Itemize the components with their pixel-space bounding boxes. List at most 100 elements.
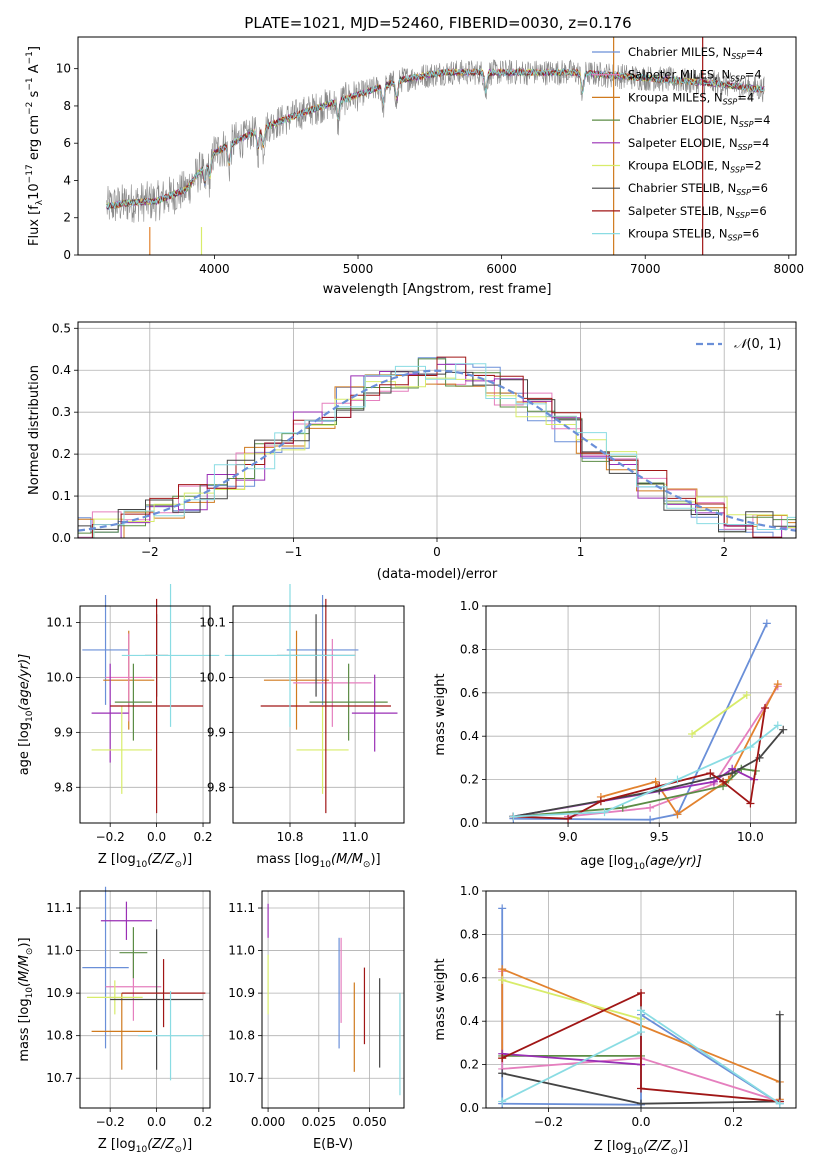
x-tick-label: 10.8 xyxy=(277,830,304,844)
mass-weight-marker xyxy=(673,810,682,819)
x-axis-label: E(B-V) xyxy=(313,1137,353,1152)
x-tick-label: 5000 xyxy=(343,262,374,276)
axes-frame xyxy=(77,36,797,256)
axes-frame xyxy=(79,890,211,1109)
mass-weight-marker xyxy=(761,703,769,712)
y-tick-label: 11.0 xyxy=(46,944,73,958)
x-axis-label: Z [log10(Z/Z⊙)] xyxy=(98,1137,192,1155)
mass-weight-marker xyxy=(637,1099,645,1108)
mass-weight-line-6 xyxy=(502,1014,781,1105)
mass-weight-marker xyxy=(498,1097,507,1106)
panel-age-vs-z: −0.2 0.0 0.2 9.8 9.9 10.0 10.1 Z [log10(Z/Z⊙)] a… xyxy=(17,584,220,870)
panel-mass-vs-z: −0.2 0.0 0.2 10.7 10.8 10.9 11.0 11.1 Z [log10(Z… xyxy=(17,886,213,1155)
y-tick-label: 10 xyxy=(56,62,71,76)
x-tick-label: 8000 xyxy=(774,262,805,276)
axes-frame xyxy=(79,605,211,824)
x-axis-label: age [log10(age/yr)] xyxy=(580,854,702,872)
y-tick-label: 9.9 xyxy=(207,725,226,739)
mass-weight-marker xyxy=(779,725,788,734)
x-tick-label: −0.2 xyxy=(96,1115,125,1129)
x-tick-label: 10.0 xyxy=(737,830,764,844)
x-tick-label: −1 xyxy=(285,545,303,559)
x-axis-label: wavelength [Angstrom, rest frame] xyxy=(323,282,552,297)
legend-label-6: Chabrier STELIB, NSSP=6 xyxy=(628,181,768,197)
y-axis-label: age [log10(age/yr)] xyxy=(17,654,35,776)
legend-label-2: Kroupa MILES, NSSP=4 xyxy=(628,90,754,106)
mass-weight-marker xyxy=(719,777,728,786)
y-tick-label: 0.1 xyxy=(52,489,71,503)
y-tick-label: 0.0 xyxy=(460,816,479,830)
y-axis-label: mass weight xyxy=(433,958,448,1040)
y-tick-label: 10.7 xyxy=(46,1071,73,1085)
y-tick-label: 0.2 xyxy=(460,773,479,787)
legend-label-7: Salpeter STELIB, NSSP=6 xyxy=(628,204,767,220)
x-axis-label: Z [log10(Z/Z⊙)] xyxy=(594,1139,688,1157)
x-tick-label: 0.025 xyxy=(302,1115,336,1129)
mass-weight-line-5 xyxy=(691,694,748,735)
x-tick-label: 9.0 xyxy=(559,830,578,844)
mass-weight-line-7 xyxy=(513,707,766,820)
y-tick-label: 0.4 xyxy=(52,363,71,377)
mass-weight-line-7 xyxy=(501,991,780,1103)
y-axis-label: Flux [fλ10−17 erg cm−2 s−1 A−1] xyxy=(25,46,45,246)
model-line-8 xyxy=(106,67,765,211)
y-tick-label: 0.3 xyxy=(52,405,71,419)
mass-weight-line-8 xyxy=(501,1008,781,1105)
x-tick-label: 0.0 xyxy=(147,830,166,844)
mass-weight-marker xyxy=(775,1099,784,1108)
y-tick-label: 10.7 xyxy=(228,1071,255,1085)
x-tick-label: 0.2 xyxy=(193,1115,212,1129)
y-tick-label: 4 xyxy=(63,173,71,187)
legend-label-8: Kroupa STELIB, NSSP=6 xyxy=(628,227,759,243)
y-tick-label: 1.0 xyxy=(460,599,479,613)
y-tick-label: 0 xyxy=(63,248,71,262)
mass-weight-line-4 xyxy=(502,1052,642,1066)
x-tick-label: 0 xyxy=(433,545,441,559)
spectrum-data-line xyxy=(106,59,765,223)
y-tick-label: 10.0 xyxy=(46,670,73,684)
y-tick-label: 9.9 xyxy=(54,725,73,739)
x-axis-label: mass [log10(M/M⊙)] xyxy=(256,852,380,870)
mass-weight-marker xyxy=(637,1084,645,1093)
axes-frame xyxy=(485,890,797,1109)
axes-frame xyxy=(232,605,405,824)
y-tick-label: 11.1 xyxy=(228,901,255,915)
mass-weight-marker xyxy=(706,769,715,778)
panel-spectrum: 4000 5000 6000 7000 8000 0 2 4 6 8 10 Chabrier MILE… xyxy=(25,36,805,297)
mass-weight-marker xyxy=(728,769,737,778)
x-tick-label: 1 xyxy=(577,545,585,559)
y-tick-label: 0.8 xyxy=(460,642,479,656)
y-tick-label: 10.9 xyxy=(228,986,255,1000)
mass-weight-marker xyxy=(498,1069,507,1078)
mass-weight-marker xyxy=(746,743,755,752)
y-tick-label: 0.5 xyxy=(52,321,71,335)
legend-label-gaussian: 𝒩(0, 1) xyxy=(734,337,781,352)
mass-weight-marker xyxy=(742,690,751,699)
x-tick-label: −2 xyxy=(141,545,159,559)
y-tick-label: 10.0 xyxy=(199,670,226,684)
x-tick-label: 0.050 xyxy=(352,1115,386,1129)
plot-area xyxy=(106,37,765,255)
y-tick-label: 0.2 xyxy=(52,447,71,461)
x-tick-label: 9.5 xyxy=(650,830,669,844)
histogram-7 xyxy=(78,356,796,538)
panel-mass-weight-vs-z: −0.2 0.0 0.2 0.0 0.2 0.4 0.6 0.8 1.0 Z [log10(Z/Z… xyxy=(433,884,797,1157)
mass-weight-marker xyxy=(618,803,627,812)
x-tick-label: 0.0 xyxy=(147,1115,166,1129)
legend-label-5: Kroupa ELODIE, NSSP=2 xyxy=(628,159,762,175)
histogram-6 xyxy=(78,371,796,533)
legend-label-1: Salpeter MILES, NSSP=4 xyxy=(628,68,762,84)
y-tick-label: 0.6 xyxy=(460,971,479,985)
mass-weight-marker xyxy=(498,904,507,913)
histogram-2 xyxy=(78,374,796,538)
mass-weight-marker xyxy=(637,1006,645,1015)
y-tick-label: 0.2 xyxy=(460,1058,479,1072)
panel-age-vs-mass: 10.8 11.0 9.8 9.9 10.0 10.1 mass [log10(M/M⊙)] xyxy=(199,584,405,870)
legend-label-0: Chabrier MILES, NSSP=4 xyxy=(628,45,763,61)
axes-frame xyxy=(77,321,797,539)
mass-weight-marker xyxy=(646,815,655,824)
mass-weight-marker xyxy=(564,814,573,823)
gaussian-curve xyxy=(78,369,796,532)
mass-weight-marker xyxy=(498,1054,507,1063)
